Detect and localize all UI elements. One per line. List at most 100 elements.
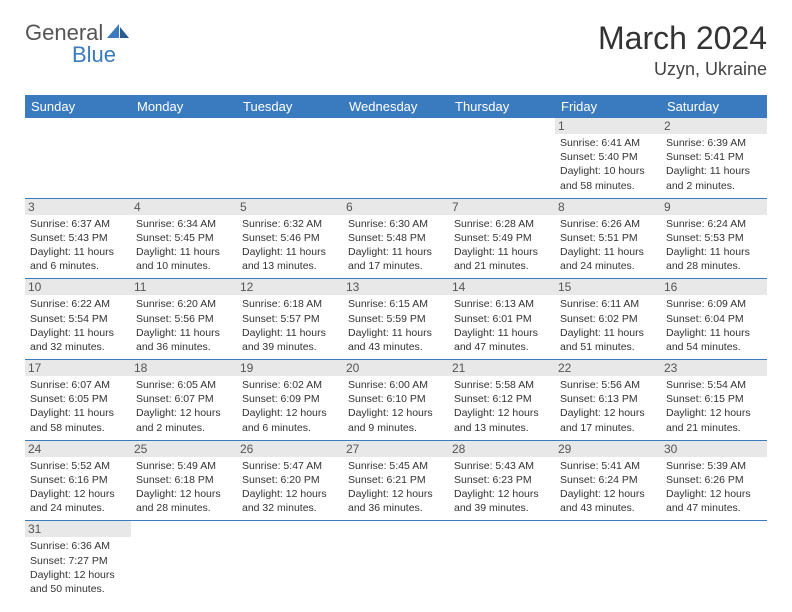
day-cell: 30 Sunrise: 5:39 AMSunset: 6:26 PMDayligh…	[661, 440, 767, 521]
day-cell: 10Sunrise: 6:22 AMSunset: 5:54 PMDayligh…	[25, 279, 131, 360]
day-info: Sunrise: 5:47 AMSunset: 6:20 PMDaylight:…	[242, 459, 338, 516]
day-info: Sunrise: 6:00 AMSunset: 6:10 PMDaylight:…	[348, 378, 444, 435]
day-number: 13	[343, 279, 449, 295]
day-cell: 21Sunrise: 5:58 AMSunset: 6:12 PMDayligh…	[449, 360, 555, 441]
calendar-row: 10Sunrise: 6:22 AMSunset: 5:54 PMDayligh…	[25, 279, 767, 360]
day-info: Sunrise: 6:07 AMSunset: 6:05 PMDaylight:…	[30, 378, 126, 435]
calendar-body: 1Sunrise: 6:41 AMSunset: 5:40 PMDaylight…	[25, 118, 767, 601]
day-info: Sunrise: 5:54 AMSunset: 6:15 PMDaylight:…	[666, 378, 762, 435]
day-cell: 16Sunrise: 6:09 AMSunset: 6:04 PMDayligh…	[661, 279, 767, 360]
empty-cell	[555, 521, 661, 601]
day-number: 11	[131, 279, 237, 295]
empty-cell	[237, 118, 343, 198]
title-area: March 2024 Uzyn, Ukraine	[598, 20, 767, 80]
weekday-header: Wednesday	[343, 95, 449, 118]
empty-cell	[449, 521, 555, 601]
day-cell: 3 Sunrise: 6:37 AMSunset: 5:43 PMDaylight…	[25, 198, 131, 279]
day-info: Sunrise: 6:20 AMSunset: 5:56 PMDaylight:…	[136, 297, 232, 354]
day-number: 12	[237, 279, 343, 295]
day-cell: 29 Sunrise: 5:41 AMSunset: 6:24 PMDayligh…	[555, 440, 661, 521]
day-info: Sunrise: 5:49 AMSunset: 6:18 PMDaylight:…	[136, 459, 232, 516]
weekday-header-row: SundayMondayTuesdayWednesdayThursdayFrid…	[25, 95, 767, 118]
day-info: Sunrise: 6:26 AMSunset: 5:51 PMDaylight:…	[560, 217, 656, 274]
day-number: 20	[343, 360, 449, 376]
day-info: Sunrise: 5:56 AMSunset: 6:13 PMDaylight:…	[560, 378, 656, 435]
day-number: 26	[237, 441, 343, 457]
empty-cell	[237, 521, 343, 601]
day-number: 30	[661, 441, 767, 457]
day-number: 9	[661, 199, 767, 215]
day-info: Sunrise: 6:39 AMSunset: 5:41 PMDaylight:…	[666, 136, 762, 193]
day-cell: 19 Sunrise: 6:02 AMSunset: 6:09 PMDayligh…	[237, 360, 343, 441]
day-number: 19	[237, 360, 343, 376]
weekday-header: Thursday	[449, 95, 555, 118]
day-cell: 28 Sunrise: 5:43 AMSunset: 6:23 PMDayligh…	[449, 440, 555, 521]
empty-cell	[661, 521, 767, 601]
day-info: Sunrise: 6:09 AMSunset: 6:04 PMDaylight:…	[666, 297, 762, 354]
calendar-row: 3 Sunrise: 6:37 AMSunset: 5:43 PMDaylight…	[25, 198, 767, 279]
weekday-header: Tuesday	[237, 95, 343, 118]
day-info: Sunrise: 6:13 AMSunset: 6:01 PMDaylight:…	[454, 297, 550, 354]
month-title: March 2024	[598, 20, 767, 57]
day-cell: 27Sunrise: 5:45 AMSunset: 6:21 PMDayligh…	[343, 440, 449, 521]
day-info: Sunrise: 6:05 AMSunset: 6:07 PMDaylight:…	[136, 378, 232, 435]
calendar-row: 17Sunrise: 6:07 AMSunset: 6:05 PMDayligh…	[25, 360, 767, 441]
day-number: 3	[25, 199, 131, 215]
calendar-row: 1Sunrise: 6:41 AMSunset: 5:40 PMDaylight…	[25, 118, 767, 198]
day-info: Sunrise: 5:43 AMSunset: 6:23 PMDaylight:…	[454, 459, 550, 516]
day-number: 5	[237, 199, 343, 215]
day-cell: 26 Sunrise: 5:47 AMSunset: 6:20 PMDayligh…	[237, 440, 343, 521]
day-info: Sunrise: 6:24 AMSunset: 5:53 PMDaylight:…	[666, 217, 762, 274]
calendar-table: SundayMondayTuesdayWednesdayThursdayFrid…	[25, 95, 767, 601]
day-cell: 11 Sunrise: 6:20 AMSunset: 5:56 PMDayligh…	[131, 279, 237, 360]
logo: General Blue	[25, 20, 135, 46]
day-info: Sunrise: 6:28 AMSunset: 5:49 PMDaylight:…	[454, 217, 550, 274]
day-number: 2	[661, 118, 767, 134]
day-number: 7	[449, 199, 555, 215]
location: Uzyn, Ukraine	[598, 59, 767, 80]
day-number: 25	[131, 441, 237, 457]
empty-cell	[343, 521, 449, 601]
day-info: Sunrise: 5:58 AMSunset: 6:12 PMDaylight:…	[454, 378, 550, 435]
day-info: Sunrise: 6:32 AMSunset: 5:46 PMDaylight:…	[242, 217, 338, 274]
day-number: 31	[25, 521, 131, 537]
empty-cell	[131, 521, 237, 601]
day-cell: 23 Sunrise: 5:54 AMSunset: 6:15 PMDayligh…	[661, 360, 767, 441]
day-number: 22	[555, 360, 661, 376]
day-number: 6	[343, 199, 449, 215]
day-cell: 4 Sunrise: 6:34 AMSunset: 5:45 PMDaylight…	[131, 198, 237, 279]
day-info: Sunrise: 6:02 AMSunset: 6:09 PMDaylight:…	[242, 378, 338, 435]
day-number: 23	[661, 360, 767, 376]
empty-cell	[449, 118, 555, 198]
weekday-header: Friday	[555, 95, 661, 118]
day-cell: 14Sunrise: 6:13 AMSunset: 6:01 PMDayligh…	[449, 279, 555, 360]
day-info: Sunrise: 5:39 AMSunset: 6:26 PMDaylight:…	[666, 459, 762, 516]
day-cell: 31 Sunrise: 6:36 AMSunset: 7:27 PMDayligh…	[25, 521, 131, 601]
header: General Blue March 2024 Uzyn, Ukraine	[25, 20, 767, 80]
weekday-header: Monday	[131, 95, 237, 118]
day-info: Sunrise: 6:18 AMSunset: 5:57 PMDaylight:…	[242, 297, 338, 354]
day-cell: 12 Sunrise: 6:18 AMSunset: 5:57 PMDayligh…	[237, 279, 343, 360]
day-info: Sunrise: 6:34 AMSunset: 5:45 PMDaylight:…	[136, 217, 232, 274]
day-cell: 8 Sunrise: 6:26 AMSunset: 5:51 PMDaylight…	[555, 198, 661, 279]
day-number: 8	[555, 199, 661, 215]
day-info: Sunrise: 6:36 AMSunset: 7:27 PMDaylight:…	[30, 539, 126, 596]
day-info: Sunrise: 6:41 AMSunset: 5:40 PMDaylight:…	[560, 136, 656, 193]
day-cell: 20 Sunrise: 6:00 AMSunset: 6:10 PMDayligh…	[343, 360, 449, 441]
day-cell: 13 Sunrise: 6:15 AMSunset: 5:59 PMDayligh…	[343, 279, 449, 360]
day-cell: 22 Sunrise: 5:56 AMSunset: 6:13 PMDayligh…	[555, 360, 661, 441]
day-number: 29	[555, 441, 661, 457]
day-info: Sunrise: 6:22 AMSunset: 5:54 PMDaylight:…	[30, 297, 126, 354]
day-info: Sunrise: 6:15 AMSunset: 5:59 PMDaylight:…	[348, 297, 444, 354]
day-cell: 18Sunrise: 6:05 AMSunset: 6:07 PMDayligh…	[131, 360, 237, 441]
day-info: Sunrise: 6:37 AMSunset: 5:43 PMDaylight:…	[30, 217, 126, 274]
day-cell: 9 Sunrise: 6:24 AMSunset: 5:53 PMDaylight…	[661, 198, 767, 279]
day-info: Sunrise: 6:30 AMSunset: 5:48 PMDaylight:…	[348, 217, 444, 274]
empty-cell	[131, 118, 237, 198]
day-cell: 15Sunrise: 6:11 AMSunset: 6:02 PMDayligh…	[555, 279, 661, 360]
day-info: Sunrise: 5:41 AMSunset: 6:24 PMDaylight:…	[560, 459, 656, 516]
day-cell: 7 Sunrise: 6:28 AMSunset: 5:49 PMDaylight…	[449, 198, 555, 279]
day-number: 28	[449, 441, 555, 457]
day-number: 4	[131, 199, 237, 215]
day-info: Sunrise: 6:11 AMSunset: 6:02 PMDaylight:…	[560, 297, 656, 354]
